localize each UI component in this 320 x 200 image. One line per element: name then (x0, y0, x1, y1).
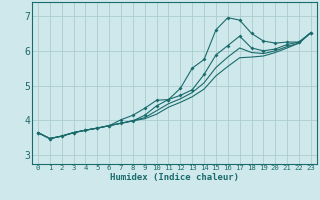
X-axis label: Humidex (Indice chaleur): Humidex (Indice chaleur) (110, 173, 239, 182)
